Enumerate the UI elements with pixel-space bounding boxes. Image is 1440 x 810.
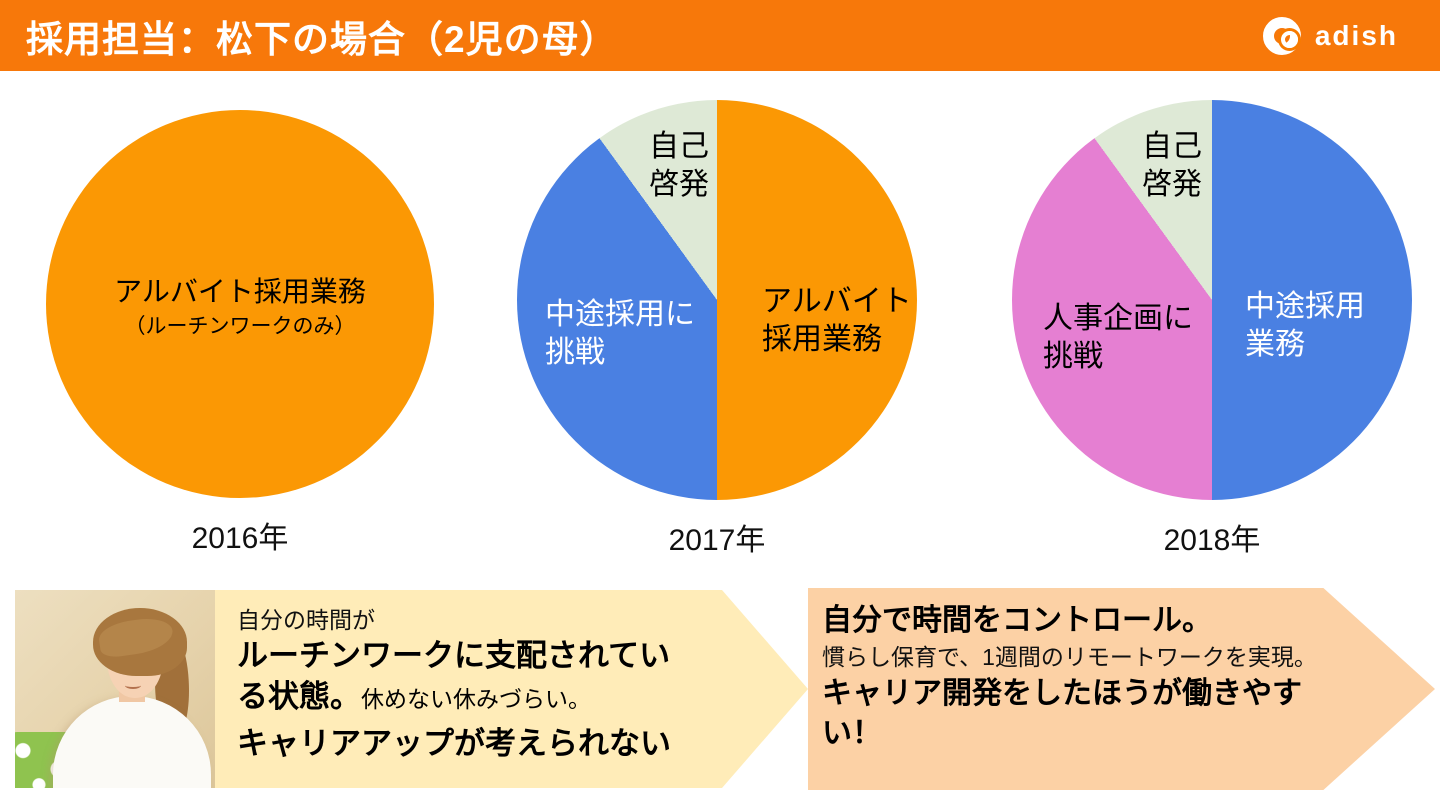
pie-slice-label: 自己 啓発 [1142, 130, 1202, 201]
year-label-2018: 2018年 [1163, 524, 1261, 557]
pie-chart-2018: 中途採用 業務 人事企画に 挑戦 自己 啓発 [1012, 100, 1412, 500]
adish-ring-icon [1262, 16, 1301, 55]
year-label-2017: 2017年 [668, 524, 766, 557]
before-line1: 自分の時間が [237, 607, 375, 633]
before-line4: キャリアアップが考えられない [237, 726, 671, 761]
photo-matsushita [15, 590, 215, 788]
after-line1: 自分で時間をコントロール。 [822, 604, 1212, 637]
pie-slice-label: 中途採用 業務 [1245, 290, 1365, 361]
adish-small-circle-icon [1280, 30, 1298, 48]
before-line2: ルーチンワークに支配されてい [237, 638, 671, 673]
photo-smile [125, 682, 141, 689]
after-line2: 慣らし保育で、1週間のリモートワークを実現。 [822, 644, 1317, 670]
after-line4: い！ [822, 717, 882, 750]
pie-slice-sublabel: （ルーチンワークのみ） [124, 315, 356, 338]
before-state-arrow-box: 自分の時間が ルーチンワークに支配されてい る状態。休めない休みづらい。 キャリ… [215, 590, 808, 788]
pie-slice-label: 人事企画に 挑戦 [1043, 302, 1193, 373]
pie-chart-2016: アルバイト採用業務 （ルーチンワークのみ） [46, 110, 434, 498]
after-line3: キャリア開発をしたほうが働きやす [822, 677, 1302, 710]
before-line3-bold: る状態。 [237, 679, 361, 714]
page-title: 採用担当：松下の場合（2児の母） [26, 18, 618, 60]
before-line3-regular: 休めない休みづらい。 [361, 686, 591, 712]
adish-logo-text: adish [1314, 19, 1398, 51]
pie-chart-2017: アルバイト 採用業務 中途採用に 挑戦 自己 啓発 [517, 100, 917, 500]
before-line3: る状態。休めない休みづらい。 [237, 676, 808, 723]
pie-slice-label: アルバイト 採用業務 [762, 285, 912, 356]
header-bar: 採用担当：松下の場合（2児の母） adish [0, 0, 1440, 71]
pie-slice-label: 中途採用に 挑戦 [545, 298, 695, 369]
pie-slice-label: 自己 啓発 [649, 130, 709, 201]
adish-logo: adish [1262, 0, 1398, 71]
year-label-2016: 2016年 [191, 522, 289, 555]
pie-slice-label: アルバイト採用業務 [114, 276, 366, 307]
after-state-arrow-box: 自分で時間をコントロール。 慣らし保育で、1週間のリモートワークを実現。 キャリ… [808, 588, 1435, 790]
